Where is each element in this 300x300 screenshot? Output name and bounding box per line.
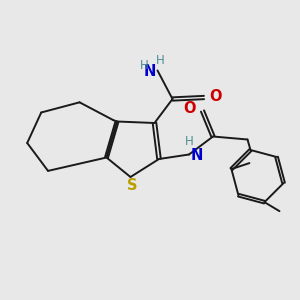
Text: H: H [155, 53, 164, 67]
Text: S: S [127, 178, 137, 193]
Text: O: O [183, 100, 196, 116]
Text: N: N [144, 64, 156, 79]
Text: H: H [185, 135, 194, 148]
Text: H: H [140, 59, 148, 73]
Text: O: O [209, 89, 222, 104]
Text: N: N [190, 148, 203, 163]
